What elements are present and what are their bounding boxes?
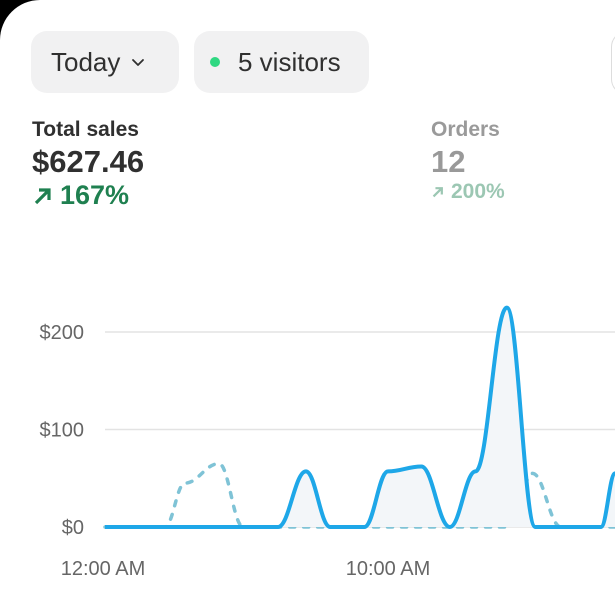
live-dot-icon — [210, 57, 220, 67]
offscreen-button[interactable] — [611, 31, 615, 95]
y-tick-label: $200 — [40, 322, 85, 344]
live-visitors-button[interactable]: 5 visitors — [194, 31, 369, 93]
x-tick-label: 10:00 AM — [346, 558, 431, 580]
sales-chart: $0 $100 $200 12:00 AM 10:00 AM — [40, 305, 615, 580]
period-selector[interactable]: Today — [31, 31, 179, 93]
chevron-down-icon — [132, 59, 145, 66]
visitors-label: 5 visitors — [238, 46, 341, 77]
metric-change: 167% — [60, 180, 130, 210]
metric-value: $627.46 — [32, 144, 145, 179]
y-tick-label: $100 — [40, 420, 85, 442]
series-today-line — [105, 305, 615, 529]
metric-orders[interactable]: Orders 12 200% — [431, 118, 505, 204]
metric-label: Total sales — [32, 118, 139, 141]
series-comparison-line — [103, 461, 615, 529]
metric-change: 200% — [451, 180, 505, 203]
arrow-up-right-icon — [432, 187, 443, 198]
period-label: Today — [51, 46, 121, 77]
series-area-fill — [105, 307, 615, 527]
metric-value: 12 — [431, 144, 466, 179]
metric-label: Orders — [431, 118, 500, 141]
metric-total-sales[interactable]: Total sales $627.46 167% — [32, 118, 144, 211]
arrow-up-right-icon — [34, 187, 51, 204]
x-tick-label: 12:00 AM — [61, 558, 146, 580]
y-tick-label: $0 — [62, 517, 84, 539]
